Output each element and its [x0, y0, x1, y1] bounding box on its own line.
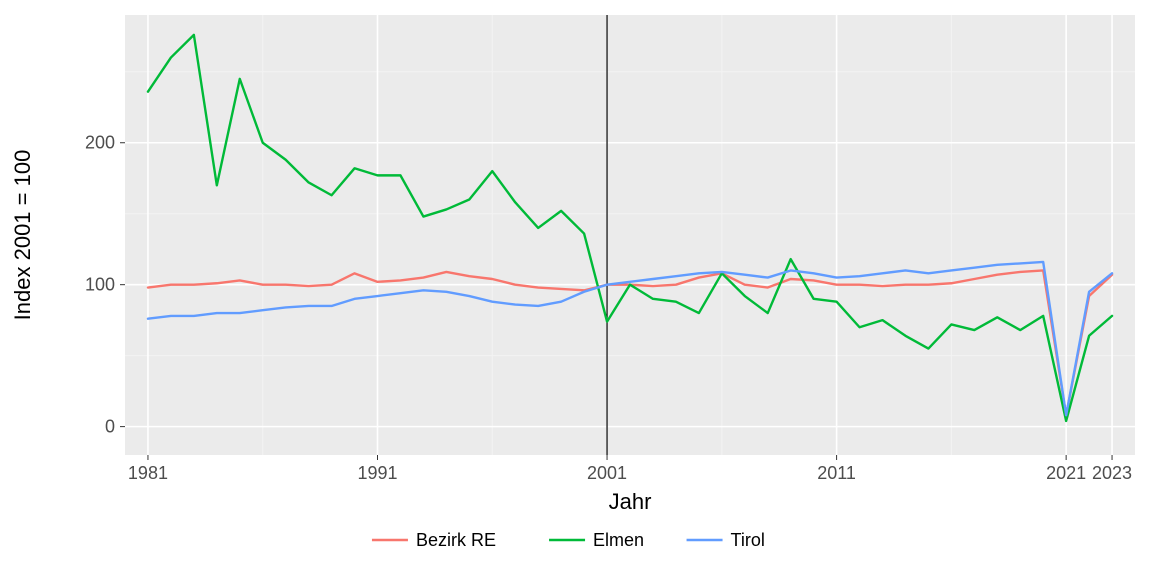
- legend: Bezirk RE Elmen Tirol: [372, 530, 765, 550]
- x-tick-label: 1981: [128, 463, 168, 483]
- plot-panel: [125, 15, 1135, 455]
- legend-label: Elmen: [593, 530, 644, 550]
- x-tick-label: 2021: [1046, 463, 1086, 483]
- y-tick-label: 0: [105, 417, 115, 437]
- x-axis-title: Jahr: [609, 489, 652, 514]
- y-tick-label: 100: [85, 275, 115, 295]
- x-tick-label: 2011: [817, 463, 856, 483]
- legend-label: Bezirk RE: [416, 530, 496, 550]
- x-tick-label: 1991: [357, 463, 397, 483]
- legend-label: Tirol: [731, 530, 765, 550]
- line-chart: 1981 1991 2001 2011 2021 2023 0 100 200 Jahr Index…: [0, 0, 1152, 576]
- y-tick-label: 200: [85, 133, 115, 153]
- chart-container: 1981 1991 2001 2011 2021 2023 0 100 200 Jahr Index…: [0, 0, 1152, 576]
- y-axis-title: Index 2001 = 100: [10, 150, 35, 321]
- x-tick-label: 2023: [1092, 463, 1132, 483]
- x-tick-label: 2001: [587, 463, 627, 483]
